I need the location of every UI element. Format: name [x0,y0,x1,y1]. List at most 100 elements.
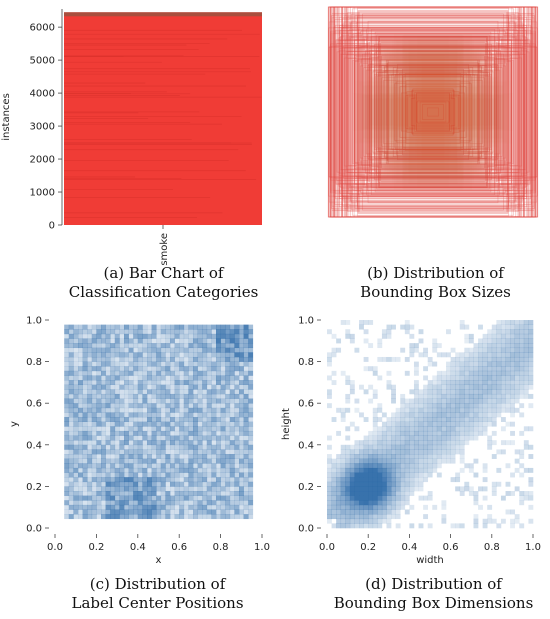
plot-d-bin [377,343,383,349]
plot-c-bin [243,370,249,376]
plot-c-bin [206,361,212,367]
plot-d-bin [478,380,483,386]
plot-d-bin [400,403,406,409]
plot-d-bin [363,486,369,492]
plot-d-bin [519,389,525,395]
plot-c-bin [114,421,120,427]
plot-d-bin [413,481,419,487]
plot-d-bin [359,384,364,390]
plot-c-bin [239,393,244,399]
plot-c-bin [234,463,240,469]
plot-c-bin [183,426,189,432]
plot-c-bin [82,435,88,441]
plot-c-bin [142,486,148,492]
plot-d-bin [359,500,364,506]
plot-d-bin [432,380,438,386]
plot-c-bin [114,449,120,455]
bbox-outline [347,57,519,167]
plot-c-bin [68,333,74,339]
plot-c-bin [91,384,97,390]
plot-c-bin [216,449,221,455]
plot-d-bin [368,500,374,506]
plot-c-bin [174,384,180,390]
plot-d-bin [327,356,332,362]
plot-d-bin [381,333,387,339]
bbox-outline [380,42,486,182]
bbox-outline [405,80,461,144]
plot-c-bin [78,500,83,506]
plot-d-bin [331,417,337,422]
plot-d-bin [473,356,479,362]
plot-c-xtick-label: 0.0 [47,542,63,553]
bar-smoke-top-edge [64,12,262,17]
plot-d-bin [523,361,529,367]
plot-c-bin [243,463,249,469]
bbox-outline [411,89,455,135]
plot-c-bin [64,389,70,395]
plot-d-bin [409,444,415,450]
plot-d-bin [413,430,419,436]
plot-c-bin [239,324,244,330]
plot-c-bin [124,347,129,353]
plot-d-bin [423,477,429,483]
plot-d-bin [436,458,442,464]
plot-d-bin [468,412,474,418]
plot-d-bin [349,449,355,455]
plot-c-bin [156,430,162,436]
plot-c-bin [170,421,175,427]
plot-d-bin [464,417,470,422]
plot-c-bin [160,477,166,483]
plot-d-bin [413,421,419,427]
plot-c-bin [128,333,134,339]
plot-d-bin [473,495,479,501]
plot-c-bin [160,481,166,487]
plot-c-bin [216,384,221,390]
plot-c-bin [114,444,120,450]
plot-d-bin [523,426,529,432]
plot-c-bin [82,454,88,459]
plot-d-bin [336,518,342,524]
plot-c-bin [165,356,171,362]
plot-c-bin [202,324,208,330]
plot-c-bin [110,366,116,372]
plot-d-bin [349,389,355,395]
plot-c-bin [211,435,217,441]
plot-c-bin [225,435,231,441]
plot-c-bin [105,514,111,520]
plot-c-bin [105,421,111,427]
bbox-outline [416,100,450,124]
plot-d-bin [523,491,529,496]
plot-d-bin [459,407,465,413]
plot-c-bin [206,347,212,353]
plot-c-bin [174,343,180,349]
plot-c-bin [225,361,231,367]
plot-c-bin [91,347,97,353]
plot-c-bin [193,389,198,395]
plot-d-bin [464,352,470,358]
plot-c-bin [114,440,120,446]
plot-c-bin [78,454,83,459]
plot-c-bin [147,393,152,399]
plot-d-bin [327,514,332,520]
plot-c-bin [96,329,102,335]
plot-d-bin [491,352,497,358]
plot-c-bin [87,477,93,483]
bbox-outline [358,10,508,214]
plot-c-bin [133,361,139,367]
plot-c-bin [229,389,235,395]
plot-c-bin [73,380,79,386]
plot-c-bin [124,412,129,418]
plot-c-bin [179,444,185,450]
bbox-outline [416,101,450,123]
plot-c-bin [73,477,79,483]
plot-d-bin [409,504,415,510]
plot-c-bin [160,430,166,436]
plot-d-bin [478,486,483,492]
plot-c-bin [216,361,221,367]
plot-c-bin [211,486,217,492]
plot-d-bin [455,403,461,409]
plot-c-bin [73,449,79,455]
plot-c-bin [91,467,97,473]
plot-d-bin [455,356,461,362]
plot-d-bin [510,320,515,325]
